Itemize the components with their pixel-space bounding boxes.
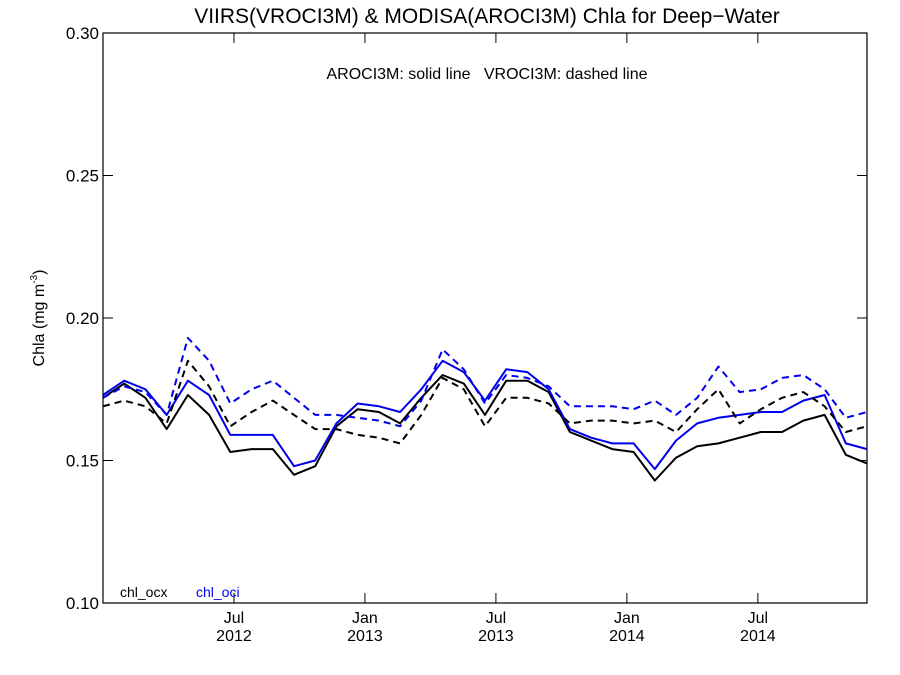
x-tick-label-year: 2013 xyxy=(478,628,514,645)
y-axis-label-text: Chla (mg m xyxy=(31,284,48,367)
y-axis-label: Chla (mg m-3) xyxy=(29,270,48,367)
y-axis-label-superscript: -3 xyxy=(29,274,40,283)
x-tick-label-month: Jul xyxy=(224,610,244,627)
x-tick-label-year: 2013 xyxy=(347,628,383,645)
series-line-vroci3m-chl-ocx xyxy=(102,359,868,445)
x-tick-label-year: 2014 xyxy=(609,628,645,645)
y-tick-label: 0.30 xyxy=(66,24,99,43)
chart-title: VIIRS(VROCI3M) & MODISA(AROCI3M) Chla fo… xyxy=(194,5,780,28)
legend-label-chl-oci: chl_oci xyxy=(196,584,240,600)
x-tick-label-month: Jul xyxy=(748,610,768,627)
series-lines xyxy=(102,336,868,482)
axes-ticks xyxy=(103,32,867,604)
series-line-vroci3m-chl-oci xyxy=(102,336,868,428)
legend-label-chl-ocx: chl_ocx xyxy=(120,584,167,600)
x-tick-label-month: Jan xyxy=(352,610,378,627)
y-tick-label: 0.15 xyxy=(66,452,99,471)
x-tick-label-month: Jul xyxy=(486,610,506,627)
y-tick-labels: 0.10 0.15 0.20 0.25 0.30 xyxy=(66,24,99,613)
y-tick-label: 0.20 xyxy=(66,309,99,328)
x-tick-label-year: 2014 xyxy=(740,628,776,645)
y-tick-label: 0.10 xyxy=(66,594,99,613)
y-axis-label-close: ) xyxy=(31,270,48,275)
y-tick-label: 0.25 xyxy=(66,167,99,186)
series-line-aroci3m-chl-oci xyxy=(102,359,868,471)
chart-annotation: AROCI3M: solid line VROCI3M: dashed line xyxy=(326,66,647,83)
plot-frame xyxy=(102,32,868,604)
x-tick-label-month: Jan xyxy=(614,610,640,627)
series-line-aroci3m-chl-ocx xyxy=(102,374,868,482)
x-tick-label-year: 2012 xyxy=(216,628,252,645)
